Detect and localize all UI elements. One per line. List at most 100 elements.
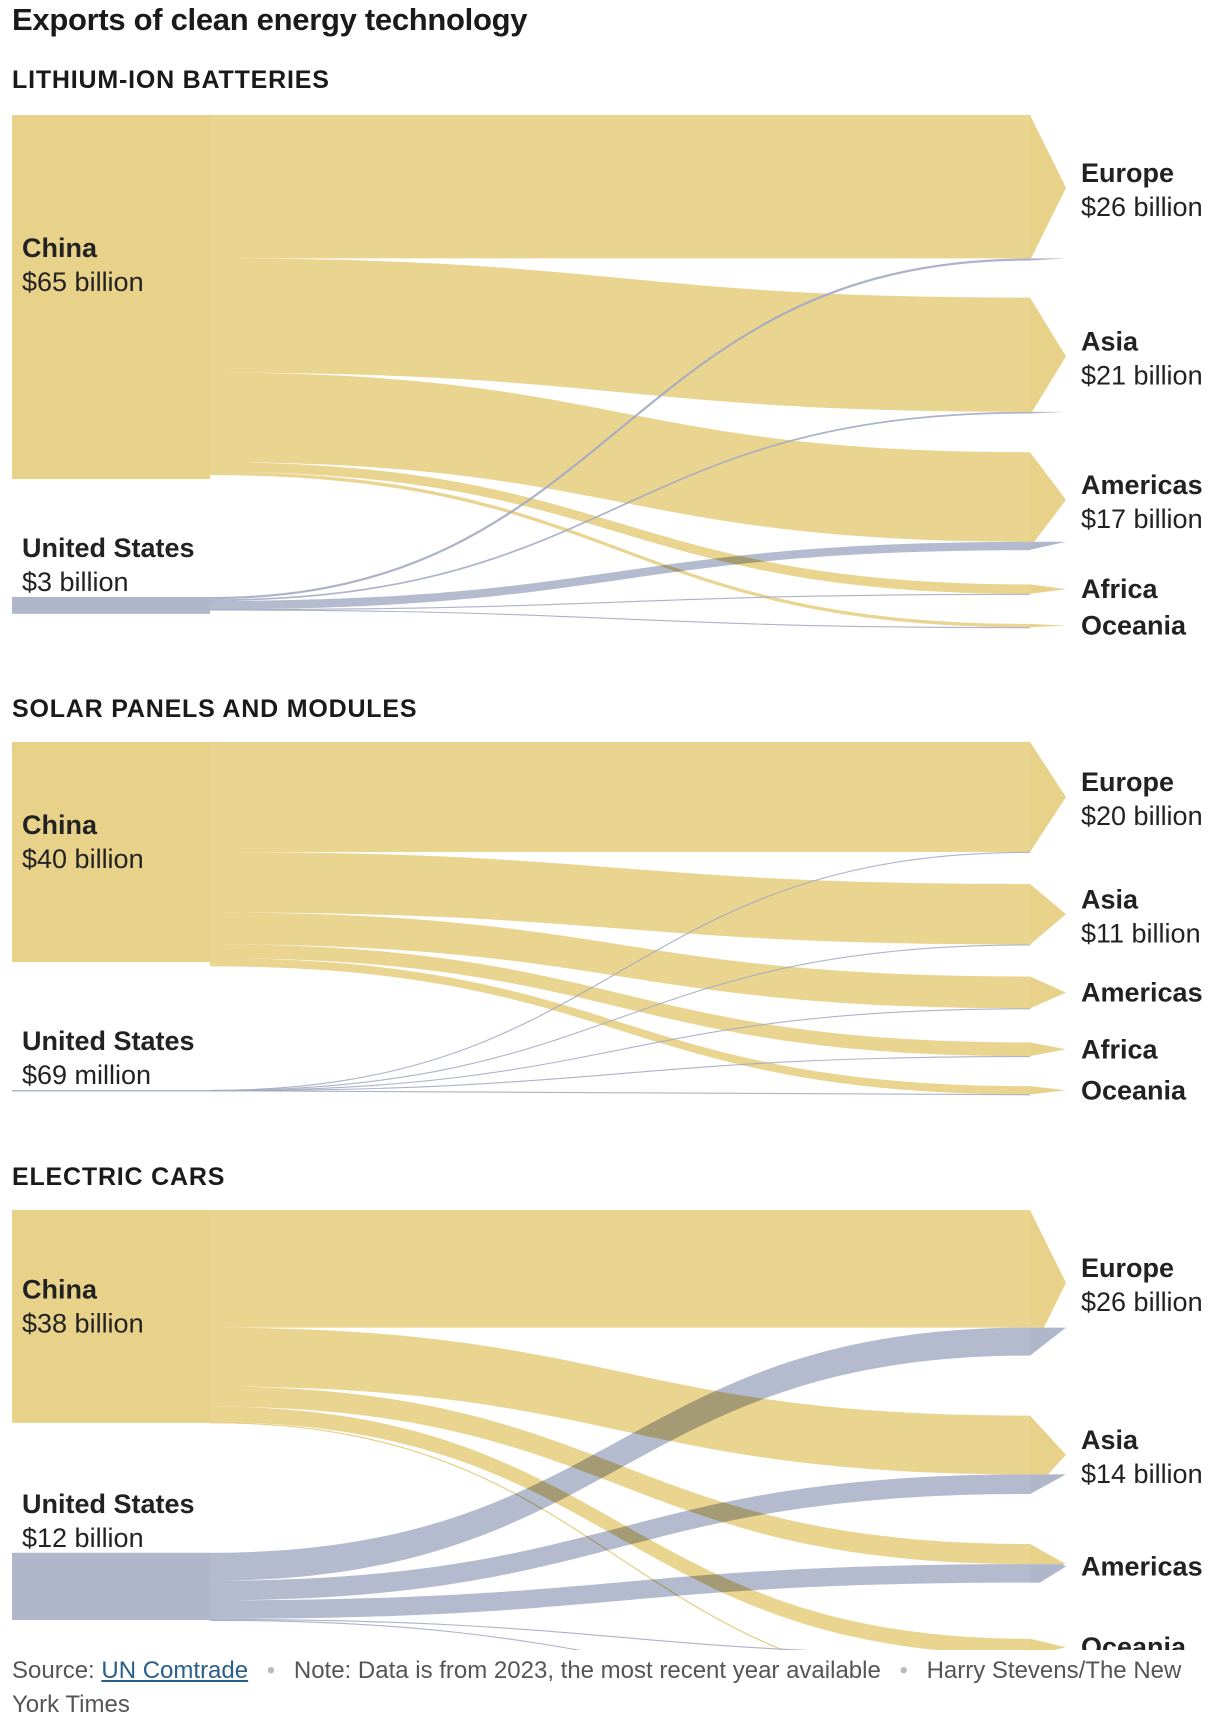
flow-united-states-to-africa xyxy=(209,593,1031,611)
chart-lithium-ion-batteries: LITHIUM-ION BATTERIES China $65 billion Uni… xyxy=(12,66,1203,641)
flow-china-to-asia xyxy=(210,258,1030,412)
target-arrow-oceania-china xyxy=(1030,1086,1066,1095)
flow-china-to-europe xyxy=(210,1210,1030,1328)
source-label-china: China xyxy=(22,810,98,840)
target-arrow-americas-china xyxy=(1030,976,1066,1009)
target-value-americas: $17 billion xyxy=(1081,504,1203,534)
flow-china-to-europe xyxy=(210,742,1030,852)
flows xyxy=(209,1210,1030,1650)
footer-note: Note: Data is from 2023, the most recent… xyxy=(293,1657,881,1684)
target-arrow-africa-china xyxy=(1030,1042,1066,1057)
flow-united-states-to-americas xyxy=(210,541,1030,610)
source-bar-united-states xyxy=(12,597,210,614)
target-arrow-americas-united-states xyxy=(1030,1564,1066,1583)
source-value-china: $40 billion xyxy=(22,844,144,874)
target-arrow-americas-united-states xyxy=(1027,541,1066,551)
target-label-americas: Americas xyxy=(1081,977,1203,1007)
flow-china-to-asia xyxy=(210,1327,1030,1475)
target-value-asia: $11 billion xyxy=(1081,918,1201,948)
flow-china-to-americas xyxy=(210,372,1030,542)
target-arrow-europe-china xyxy=(1030,742,1066,852)
target-arrow-americas-china xyxy=(1030,1544,1066,1565)
target-arrow-asia-china xyxy=(1030,1415,1066,1475)
flow-china-to-oceania xyxy=(210,958,1030,1095)
target-value-europe: $26 billion xyxy=(1081,192,1203,222)
separator-dot: • xyxy=(266,1657,276,1684)
flow-united-states-to-asia xyxy=(210,1474,1030,1601)
target-label-europe: Europe xyxy=(1081,1253,1174,1283)
target-label-asia: Asia xyxy=(1081,1425,1139,1455)
target-label-asia: Asia xyxy=(1081,884,1139,914)
flow-china-to-americas xyxy=(210,912,1030,1009)
target-label-africa: Africa xyxy=(1081,1034,1159,1064)
chart-section-title: ELECTRIC CARS xyxy=(12,1163,225,1191)
source-bar-china xyxy=(12,115,210,479)
source-bar-united-states xyxy=(12,1090,210,1092)
flow-united-states-to-africa xyxy=(209,1619,582,1650)
chart-section-title: LITHIUM-ION BATTERIES xyxy=(12,66,330,94)
target-label-europe: Europe xyxy=(1081,158,1174,188)
target-arrow-europe-united-states xyxy=(1030,258,1066,261)
flows xyxy=(209,115,1031,629)
target-arrow-asia-united-states xyxy=(1030,411,1066,414)
target-label-asia: Asia xyxy=(1081,326,1139,356)
flow-united-states-to-europe xyxy=(210,1327,1030,1581)
target-label-americas: Americas xyxy=(1081,470,1203,500)
flow-united-states-to-asia xyxy=(209,411,1031,601)
chart-solar-panels-and-modules: SOLAR PANELS AND MODULES China $40 billion… xyxy=(12,695,1203,1105)
source-value-united-states: $69 million xyxy=(22,1060,151,1090)
flow-china-to-africa xyxy=(210,944,1030,1057)
source-label-united-states: United States xyxy=(22,533,195,563)
footer: Source: UN Comtrade • Note: Data is from… xyxy=(12,1654,1212,1722)
source-label-united-states: United States xyxy=(22,1026,195,1056)
source-label-china: China xyxy=(22,1274,98,1304)
target-arrow-europe-china xyxy=(1030,1210,1066,1328)
flow-united-states-to-africa xyxy=(209,1056,1031,1092)
source-bar-united-states xyxy=(12,1552,210,1620)
target-value-europe: $26 billion xyxy=(1081,1287,1203,1317)
source-value-united-states: $3 billion xyxy=(22,567,129,597)
target-arrow-oceania-china xyxy=(1030,623,1066,628)
source-link[interactable]: UN Comtrade xyxy=(101,1657,249,1684)
footer-credit: Harry Stevens/The New York Times xyxy=(12,1657,1182,1718)
flow-china-to-africa xyxy=(210,462,1030,594)
flow-china-to-americas xyxy=(210,1386,1030,1565)
chart-electric-cars: ELECTRIC CARS China $38 billion United Stat… xyxy=(12,1163,1203,1650)
flow-united-states-to-europe xyxy=(209,851,1031,1091)
flow-china-to-asia xyxy=(210,852,1030,945)
sankey-charts: LITHIUM-ION BATTERIES China $65 billion Uni… xyxy=(12,66,1203,1650)
source-bar-china xyxy=(12,742,210,962)
source-value-china: $38 billion xyxy=(22,1308,144,1338)
target-arrow-africa-china xyxy=(1030,584,1066,594)
source-value-united-states: $12 billion xyxy=(22,1523,144,1553)
target-arrow-europe-china xyxy=(1030,115,1066,259)
target-value-asia: $21 billion xyxy=(1081,360,1203,390)
chart-section-title: SOLAR PANELS AND MODULES xyxy=(12,695,417,723)
target-arrow-europe-united-states xyxy=(1030,1327,1066,1356)
target-label-americas: Americas xyxy=(1081,1551,1203,1581)
target-value-asia: $14 billion xyxy=(1081,1459,1203,1489)
separator-dot: • xyxy=(899,1657,908,1684)
target-arrow-asia-united-states xyxy=(1030,1474,1066,1494)
flow-china-to-oceania xyxy=(210,471,1030,628)
flow-united-states-to-europe xyxy=(209,258,1031,600)
target-label-oceania: Oceania xyxy=(1081,1632,1187,1650)
source-bar-china xyxy=(12,1210,210,1423)
flow-china-to-europe xyxy=(210,115,1030,259)
target-arrow-americas-china xyxy=(1030,452,1066,542)
target-value-europe: $20 billion xyxy=(1081,801,1203,831)
flow-united-states-to-oceania xyxy=(209,609,1031,629)
flow-china-to-africa xyxy=(209,1422,785,1650)
flow-united-states-to-oceania xyxy=(209,1090,1031,1096)
target-arrow-asia-china xyxy=(1030,884,1066,945)
source-label-united-states: United States xyxy=(22,1489,195,1519)
flow-united-states-to-oceania xyxy=(209,1618,810,1650)
target-label-africa: Africa xyxy=(1081,574,1159,604)
target-label-oceania: Oceania xyxy=(1081,1075,1187,1105)
target-label-europe: Europe xyxy=(1081,767,1174,797)
flow-united-states-to-americas xyxy=(210,1564,1030,1619)
page-title: Exports of clean energy technology xyxy=(12,2,528,37)
target-arrow-asia-china xyxy=(1030,297,1066,412)
flow-united-states-to-americas xyxy=(209,1008,1031,1092)
source-label-china: China xyxy=(22,233,98,263)
